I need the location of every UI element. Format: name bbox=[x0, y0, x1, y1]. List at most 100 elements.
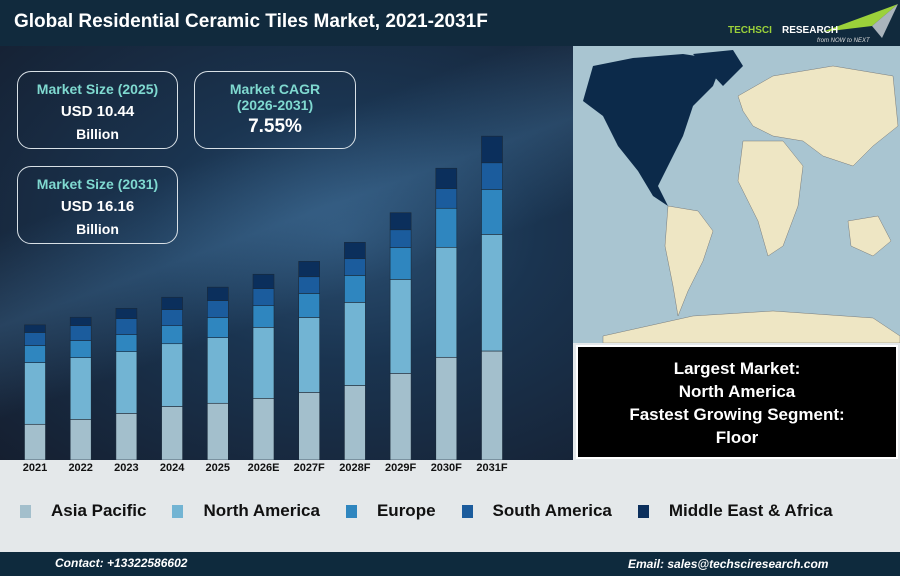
x-tick-label: 2026E bbox=[247, 462, 280, 474]
legend-label: North America bbox=[203, 501, 320, 520]
bar-segment-middle-east-africa-2021 bbox=[24, 324, 46, 333]
bar-segment-north-america-2029F bbox=[389, 279, 412, 374]
legend-item: Europe bbox=[345, 501, 436, 521]
kpi-value: USD 10.44 bbox=[60, 103, 135, 120]
svg-text:TECHSCI: TECHSCI bbox=[728, 25, 772, 36]
bar-segment-europe-2027F bbox=[298, 293, 321, 318]
x-tick-label: 2030F bbox=[430, 462, 462, 474]
x-tick-label: 2025 bbox=[205, 462, 231, 474]
fastest-segment-label: Fastest Growing Segment: bbox=[629, 405, 845, 424]
bar-segment-europe-2026E bbox=[252, 305, 275, 328]
bar-segment-middle-east-africa-2025 bbox=[207, 286, 229, 301]
x-tick-label: 2029F bbox=[384, 462, 417, 474]
kpi-market-size-2025: Market Size (2025) USD 10.44 Billion bbox=[17, 71, 178, 149]
bar-segment-middle-east-africa-2031F bbox=[481, 135, 503, 164]
bar-segment-south-america-2026E bbox=[252, 288, 275, 306]
bar-segment-south-america-2024 bbox=[161, 309, 183, 326]
chart-legend: Asia Pacific North America Europe South Ame… bbox=[20, 501, 859, 521]
kpi-value: 7.55% bbox=[248, 116, 302, 137]
bar-segment-south-america-2025 bbox=[207, 300, 229, 318]
bar-segment-south-america-2027F bbox=[298, 276, 321, 294]
bar-segment-europe-2022 bbox=[69, 340, 92, 358]
kpi-market-cagr: Market CAGR (2026-2031) 7.55% bbox=[194, 71, 356, 149]
bar-segment-middle-east-africa-2027F bbox=[298, 261, 321, 278]
legend-swatch bbox=[637, 504, 649, 518]
x-tick-label: 2031F bbox=[476, 462, 508, 474]
antarctica-land bbox=[602, 310, 900, 343]
x-tick-label: 2022 bbox=[68, 462, 93, 474]
stacked-bar-chart bbox=[24, 135, 503, 460]
bar-segment-europe-2030F bbox=[435, 207, 458, 248]
bar-segment-asia-pacific-2021 bbox=[24, 423, 46, 460]
background-streak bbox=[0, 46, 573, 460]
fastest-segment-value: Floor bbox=[715, 428, 759, 447]
legend-item: Middle East & Africa bbox=[637, 501, 833, 521]
bar-segment-europe-2021 bbox=[24, 345, 46, 363]
bar-segment-north-america-2023 bbox=[115, 351, 138, 414]
contact-text: Contact: +13322586602 bbox=[55, 556, 188, 570]
bar-segment-north-america-2031F bbox=[481, 234, 503, 352]
legend-item: Asia Pacific bbox=[20, 501, 146, 521]
bar-segment-south-america-2030F bbox=[435, 188, 458, 209]
x-tick-label: 2023 bbox=[114, 462, 139, 474]
bar-segment-south-america-2022 bbox=[69, 325, 92, 341]
bar-segment-north-america-2025 bbox=[207, 337, 229, 404]
legend-label: Europe bbox=[376, 501, 436, 520]
legend-item: South America bbox=[461, 501, 612, 521]
bar-segment-europe-2031F bbox=[481, 189, 503, 235]
bar-segment-europe-2025 bbox=[207, 317, 229, 338]
market-info-box: Largest Market: North America Fastest Gr… bbox=[576, 345, 898, 459]
x-tick-label: 2024 bbox=[159, 462, 185, 474]
bar-segment-europe-2024 bbox=[161, 325, 183, 345]
kpi-label: Market CAGR (2026-2031) bbox=[229, 81, 321, 113]
world-map bbox=[573, 46, 900, 343]
bar-segment-asia-pacific-2026E bbox=[252, 398, 275, 460]
bar-segment-north-america-2024 bbox=[161, 343, 183, 407]
kpi-label: Market Size (2025) bbox=[36, 81, 159, 97]
legend-swatch bbox=[461, 504, 473, 518]
bar-segment-middle-east-africa-2029F bbox=[389, 212, 412, 231]
bar-segment-asia-pacific-2027F bbox=[298, 392, 321, 460]
svg-text:RESEARCH: RESEARCH bbox=[782, 25, 838, 36]
legend-label: Asia Pacific bbox=[51, 501, 147, 520]
bar-segment-middle-east-africa-2030F bbox=[435, 167, 458, 189]
bar-segment-south-america-2029F bbox=[389, 229, 412, 248]
header: Global Residential Ceramic Tiles Market,… bbox=[0, 0, 900, 46]
legend-item: North America bbox=[172, 501, 320, 521]
bar-segment-asia-pacific-2025 bbox=[207, 402, 229, 460]
bar-segment-europe-2029F bbox=[389, 247, 412, 280]
x-tick-label: 2027F bbox=[293, 462, 325, 474]
x-tick-label: 2028F bbox=[339, 462, 371, 474]
page-title: Global Residential Ceramic Tiles Market,… bbox=[14, 11, 488, 32]
kpi-label: Market Size (2031) bbox=[36, 176, 159, 192]
bar-segment-south-america-2023 bbox=[115, 318, 138, 335]
bar-segment-asia-pacific-2024 bbox=[161, 406, 183, 460]
x-axis bbox=[0, 460, 573, 478]
techsci-logo: TECHSCI RESEARCH from NOW to NEXT bbox=[728, 4, 898, 44]
bar-segment-middle-east-africa-2022 bbox=[69, 316, 92, 326]
kpi-unit: Billion bbox=[76, 126, 119, 142]
kpi-unit: Billion bbox=[76, 221, 119, 237]
kpi-market-size-2031: Market Size (2031) USD 16.16 Billion bbox=[17, 166, 178, 244]
bar-segment-asia-pacific-2029F bbox=[389, 373, 412, 460]
north-america-region bbox=[583, 50, 743, 206]
bar-segment-north-america-2028F bbox=[344, 302, 366, 386]
largest-market-value: North America bbox=[678, 382, 796, 401]
australia-land bbox=[847, 215, 892, 257]
chart-background bbox=[0, 46, 573, 460]
bar-segment-asia-pacific-2028F bbox=[344, 385, 366, 460]
europe-asia-land bbox=[737, 65, 899, 167]
bar-segment-north-america-2026E bbox=[252, 327, 275, 399]
legend-swatch bbox=[172, 504, 184, 518]
legend-swatch bbox=[20, 504, 31, 518]
bar-segment-europe-2023 bbox=[115, 334, 138, 352]
legend-label: South America bbox=[492, 501, 612, 520]
south-america-land bbox=[664, 205, 714, 317]
bar-segment-north-america-2030F bbox=[435, 246, 458, 358]
email-text: Email: sales@techsciresearch.com bbox=[628, 557, 829, 571]
bar-segment-north-america-2027F bbox=[298, 317, 321, 393]
footer: Contact: +13322586602 Email: sales@techs… bbox=[0, 552, 900, 576]
bar-segment-south-america-2028F bbox=[344, 258, 366, 276]
bar-segment-europe-2028F bbox=[344, 275, 366, 303]
bar-segment-asia-pacific-2030F bbox=[435, 356, 458, 460]
